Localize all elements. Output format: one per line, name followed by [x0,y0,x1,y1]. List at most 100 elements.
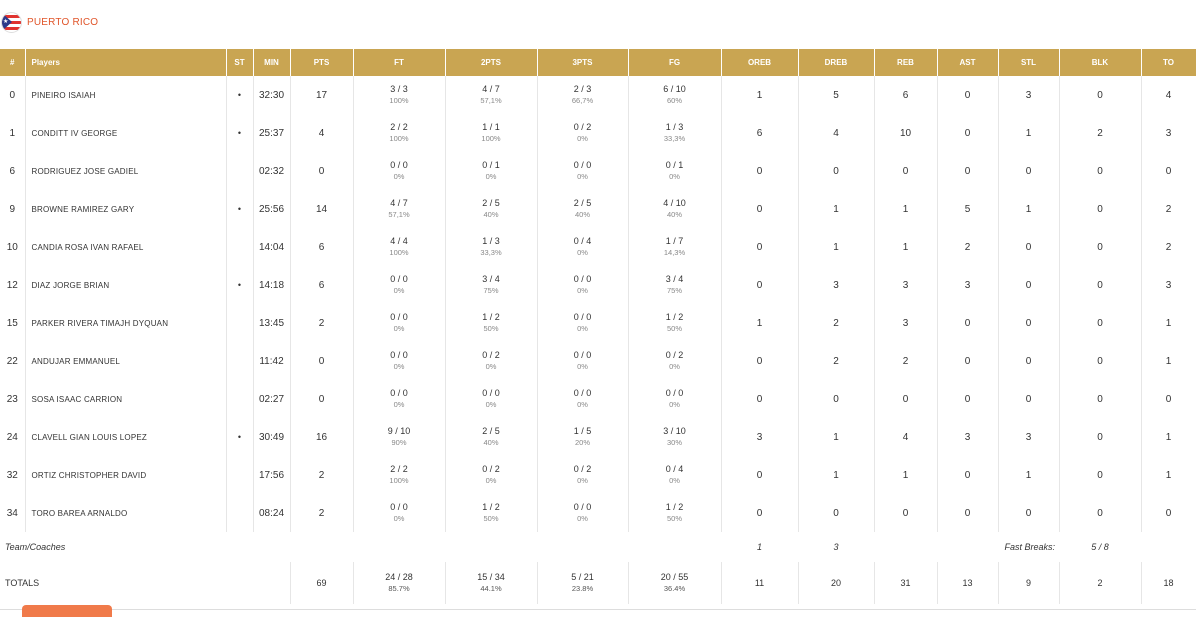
two-points: 0 / 1 0% [445,152,538,190]
column-header-to[interactable]: TO [1141,49,1196,76]
oreb: 1 [721,76,799,114]
two-points-made: 0 / 2 [482,350,500,360]
totals-points: 69 [290,562,354,604]
column-header-oreb[interactable]: OREB [721,49,799,76]
column-header-ft[interactable]: FT [353,49,446,76]
ast: 3 [937,418,999,456]
player-name[interactable]: PINEIRO ISAIAH [25,76,227,114]
player-name[interactable]: RODRIGUEZ JOSE GADIEL [25,152,227,190]
team-name[interactable]: PUERTO RICO [27,17,99,28]
field-goals: 0 / 0 0% [628,380,722,418]
column-header-fg[interactable]: FG [628,49,722,76]
three-points: 0 / 0 0% [537,342,629,380]
two-points-made: 0 / 0 [482,388,500,398]
column-header-reb[interactable]: REB [874,49,938,76]
totals-field-goals: 20 / 55 36.4% [628,562,722,604]
field-goals-pct: 0% [669,362,680,371]
two-points: 1 / 2 50% [445,494,538,532]
totals-oreb: 11 [721,562,799,604]
stl: 3 [998,76,1060,114]
column-header-ast[interactable]: AST [937,49,999,76]
ast: 0 [937,76,999,114]
stl: 0 [998,228,1060,266]
player-name[interactable]: CLAVELL GIAN LOUIS LOPEZ [25,418,227,456]
three-points: 2 / 5 40% [537,190,629,228]
starter-marker: • [226,418,254,456]
minutes: 13:45 [253,304,291,342]
player-name[interactable]: TORO BAREA ARNALDO [25,494,227,532]
totals-row: TOTALS 69 24 / 28 85.7% 15 / 34 44.1% 5 / 21 23… [0,562,1196,604]
three-points-pct: 40% [574,210,590,219]
three-points: 0 / 0 0% [537,494,629,532]
three-points-pct: 0% [577,514,588,523]
player-name[interactable]: CANDIA ROSA IVAN RAFAEL [25,228,227,266]
player-name[interactable]: SOSA ISAAC CARRION [25,380,227,418]
blk: 0 [1059,76,1142,114]
column-header-players[interactable]: Players [25,49,227,76]
player-name[interactable]: ORTIZ CHRISTOPHER DAVID [25,456,227,494]
three-points-pct: 0% [577,286,588,295]
ast: 3 [937,266,999,304]
three-points-made: 2 / 5 [573,198,592,208]
dreb: 0 [798,380,875,418]
minutes: 25:37 [253,114,291,152]
column-header-blk[interactable]: BLK [1059,49,1142,76]
field-goals-made: 0 / 0 [665,388,684,398]
oreb: 0 [721,152,799,190]
dreb: 2 [798,304,875,342]
column-header-min[interactable]: MIN [253,49,291,76]
stl: 1 [998,456,1060,494]
table-row: 9 BROWNE RAMIREZ GARY • 25:56 14 4 / 7 57,1% 2 … [0,190,1196,228]
reb: 10 [874,114,938,152]
field-goals-made: 6 / 10 [663,84,686,94]
orange-button[interactable] [22,605,112,617]
dreb: 1 [798,228,875,266]
minutes: 02:32 [253,152,291,190]
field-goals-pct: 14,3% [663,248,686,257]
to: 2 [1141,228,1196,266]
minutes: 02:27 [253,380,291,418]
totals-field-goals-pct: 36.4% [663,584,686,593]
player-name[interactable]: PARKER RIVERA TIMAJH DYQUAN [25,304,227,342]
player-number: 1 [0,114,26,152]
oreb: 0 [721,342,799,380]
points: 16 [290,418,354,456]
ast: 0 [937,342,999,380]
player-name[interactable]: DIAZ JORGE BRIAN [25,266,227,304]
ast: 0 [937,456,999,494]
team-oreb: 1 [756,542,762,552]
field-goals-made: 0 / 1 [665,160,684,170]
player-name[interactable]: CONDITT IV GEORGE [25,114,227,152]
two-points-pct: 40% [483,438,499,447]
three-points-made: 0 / 0 [573,350,592,360]
table-row: 6 RODRIGUEZ JOSE GADIEL 02:32 0 0 / 0 0% 0 / 1… [0,152,1196,190]
reb: 4 [874,418,938,456]
column-header-2pts[interactable]: 2PTS [445,49,538,76]
column-header-st[interactable]: ST [226,49,254,76]
blk: 0 [1059,304,1142,342]
reb: 1 [874,456,938,494]
column-header-stl[interactable]: STL [998,49,1060,76]
three-points: 0 / 0 0% [537,152,629,190]
minutes: 17:56 [253,456,291,494]
field-goals: 0 / 4 0% [628,456,722,494]
column-header-3pts[interactable]: 3PTS [537,49,629,76]
column-header-dreb[interactable]: DREB [798,49,875,76]
field-goals-pct: 0% [669,172,680,181]
player-name[interactable]: ANDUJAR EMMANUEL [25,342,227,380]
totals-stl: 9 [998,562,1060,604]
two-points-made: 0 / 1 [482,160,500,170]
two-points-pct: 50% [483,324,499,333]
column-header-number[interactable]: # [0,49,26,76]
team-coaches-label: Team/Coaches [5,542,66,552]
field-goals-pct: 50% [666,324,682,333]
player-name[interactable]: BROWNE RAMIREZ GARY [25,190,227,228]
three-points: 0 / 0 0% [537,380,629,418]
divider [0,609,1196,610]
two-points-made: 1 / 1 [482,122,500,132]
column-header-pts[interactable]: PTS [290,49,354,76]
minutes: 14:04 [253,228,291,266]
three-points: 0 / 0 0% [537,266,629,304]
three-points-made: 0 / 0 [573,388,592,398]
reb: 2 [874,342,938,380]
